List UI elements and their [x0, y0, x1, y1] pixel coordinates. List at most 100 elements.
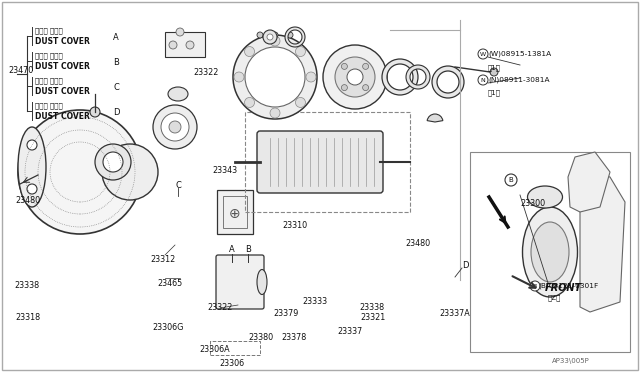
Text: （1）: （1） — [488, 90, 501, 96]
Ellipse shape — [168, 87, 188, 101]
Text: 23306G: 23306G — [152, 324, 184, 333]
Text: 23380: 23380 — [248, 334, 273, 343]
Bar — [223, 196, 247, 228]
Circle shape — [478, 75, 488, 85]
Bar — [217, 190, 253, 234]
Polygon shape — [580, 172, 625, 312]
Text: 23306: 23306 — [220, 359, 244, 368]
FancyBboxPatch shape — [257, 131, 383, 193]
Text: DUST COVER: DUST COVER — [35, 36, 90, 45]
Text: D: D — [113, 108, 120, 116]
Text: 23480: 23480 — [405, 240, 431, 248]
Circle shape — [234, 72, 244, 82]
Text: 23310: 23310 — [282, 221, 308, 230]
Circle shape — [153, 105, 197, 149]
Text: 23343: 23343 — [212, 166, 237, 174]
Circle shape — [161, 113, 189, 141]
Ellipse shape — [527, 186, 563, 208]
Text: B: B — [245, 245, 251, 254]
Text: FRONT: FRONT — [545, 283, 582, 293]
Text: 23300: 23300 — [520, 199, 545, 208]
Circle shape — [306, 72, 316, 82]
Polygon shape — [568, 152, 610, 212]
Text: 23306A: 23306A — [200, 344, 230, 353]
Text: 23337: 23337 — [337, 327, 363, 337]
Text: 23333: 23333 — [303, 298, 328, 307]
Ellipse shape — [531, 222, 569, 282]
Circle shape — [102, 144, 158, 200]
Text: ダスト カバー: ダスト カバー — [35, 103, 63, 109]
Text: DUST COVER: DUST COVER — [35, 61, 90, 71]
Circle shape — [296, 97, 305, 108]
Circle shape — [335, 57, 375, 97]
Text: (N)08911-3081A: (N)08911-3081A — [488, 77, 550, 83]
Wedge shape — [427, 114, 443, 122]
Circle shape — [490, 68, 498, 76]
Text: 23337A: 23337A — [440, 308, 470, 317]
Text: ⊕: ⊕ — [229, 207, 241, 221]
Circle shape — [363, 63, 369, 70]
Text: C: C — [175, 180, 181, 189]
Circle shape — [270, 108, 280, 118]
Circle shape — [363, 84, 369, 91]
Text: A: A — [229, 245, 235, 254]
Circle shape — [244, 97, 255, 108]
Text: DUST COVER: DUST COVER — [35, 112, 90, 121]
Circle shape — [245, 47, 305, 107]
Text: ダスト カバー: ダスト カバー — [35, 78, 63, 84]
Text: 23338: 23338 — [15, 280, 40, 289]
Text: B: B — [113, 58, 119, 67]
Circle shape — [244, 46, 255, 57]
Text: D: D — [461, 260, 468, 269]
Circle shape — [341, 84, 348, 91]
Circle shape — [95, 144, 131, 180]
Circle shape — [287, 32, 293, 38]
Circle shape — [257, 32, 263, 38]
Text: AP33\005P: AP33\005P — [552, 358, 590, 364]
Circle shape — [233, 35, 317, 119]
Circle shape — [272, 32, 278, 38]
Circle shape — [27, 140, 37, 150]
Text: 23465: 23465 — [157, 279, 182, 288]
Text: (W)08915-1381A: (W)08915-1381A — [488, 51, 551, 57]
Text: （Z）: （Z） — [548, 295, 561, 301]
Ellipse shape — [257, 269, 267, 295]
Text: 23322: 23322 — [193, 67, 219, 77]
Text: B: B — [533, 283, 537, 289]
Text: 23318: 23318 — [15, 314, 40, 323]
Circle shape — [18, 110, 142, 234]
Circle shape — [505, 174, 517, 186]
Text: A: A — [113, 32, 119, 42]
Circle shape — [530, 281, 540, 291]
Text: （1）: （1） — [488, 65, 501, 71]
Circle shape — [296, 46, 305, 57]
Ellipse shape — [18, 127, 46, 207]
Text: W: W — [480, 51, 486, 57]
Bar — [210, 341, 260, 355]
Text: 23379: 23379 — [273, 308, 299, 317]
Circle shape — [186, 41, 194, 49]
Circle shape — [347, 69, 363, 85]
Bar — [470, 152, 630, 352]
Circle shape — [478, 49, 488, 59]
Text: DUST COVER: DUST COVER — [35, 87, 90, 96]
Ellipse shape — [522, 207, 577, 297]
Text: 23378: 23378 — [282, 334, 307, 343]
Circle shape — [103, 152, 123, 172]
Bar — [165, 32, 205, 57]
Circle shape — [267, 34, 273, 40]
Circle shape — [90, 107, 100, 117]
Text: C: C — [113, 83, 119, 92]
Circle shape — [169, 41, 177, 49]
Text: 23480: 23480 — [15, 196, 40, 205]
Text: (B)08121-0301F: (B)08121-0301F — [538, 283, 598, 289]
Circle shape — [176, 28, 184, 36]
Text: 23321: 23321 — [360, 314, 386, 323]
Circle shape — [341, 63, 348, 70]
Text: B: B — [509, 177, 513, 183]
Text: 23470: 23470 — [8, 66, 33, 75]
Text: 23338: 23338 — [360, 302, 385, 311]
FancyBboxPatch shape — [216, 255, 264, 309]
Text: ダスト カバー: ダスト カバー — [35, 53, 63, 59]
Circle shape — [263, 30, 277, 44]
